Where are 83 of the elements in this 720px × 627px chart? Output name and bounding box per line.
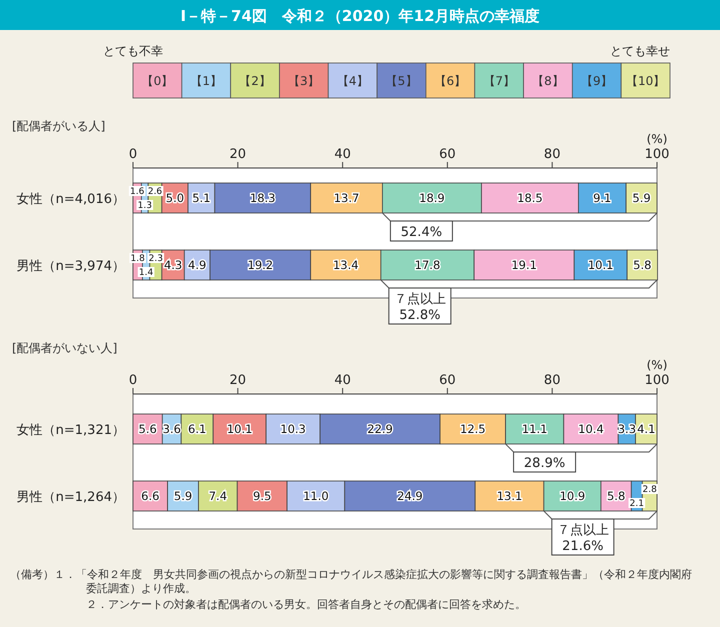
x-tick-label: 80 [544, 147, 560, 162]
data-label: 5.9 [174, 489, 192, 503]
text: 【3】 [288, 74, 320, 88]
data-label: 17.8 [414, 258, 440, 272]
data-label: 6.6 [141, 489, 160, 503]
x-axis-title: (%) [646, 132, 668, 146]
data-label: 10.3 [280, 422, 306, 436]
data-label: 2.1 [630, 499, 644, 509]
data-label: 13.1 [496, 489, 522, 503]
chart-subtitle: [配偶者がいない人] [12, 341, 118, 355]
data-label: 5.1 [192, 191, 211, 205]
text: とても不幸 [103, 44, 163, 58]
data-label: 4.9 [188, 258, 206, 272]
data-label: 12.5 [460, 422, 486, 436]
data-label: 19.2 [248, 258, 274, 272]
text: 【1】 [190, 74, 222, 88]
data-label: 13.7 [334, 191, 360, 205]
y-tick-label: 男性（n=1,264） [16, 490, 125, 505]
text: 【9】 [580, 74, 613, 88]
x-tick-label: 0 [128, 147, 138, 162]
x-tick-label: 40 [334, 147, 351, 162]
x-axis-title: (%) [646, 358, 668, 372]
data-label: 10.1 [226, 422, 252, 436]
text: 【7】 [483, 74, 515, 88]
data-label: 13.4 [332, 258, 359, 272]
data-label: 4.3 [164, 258, 182, 272]
data-label: 2.3 [148, 254, 163, 264]
y-tick-label: 男性（n=3,974） [16, 259, 125, 274]
annotation: ７点以上 21.6% [556, 523, 609, 554]
data-label: 11.0 [303, 489, 329, 503]
x-tick-label: 60 [439, 147, 456, 162]
annotation: 28.9% [524, 456, 566, 471]
data-label: 5.8 [633, 258, 652, 272]
data-label: 18.3 [250, 191, 276, 205]
x-tick-label: 60 [439, 373, 456, 388]
data-label: 24.9 [397, 489, 423, 503]
data-label: 5.9 [632, 191, 651, 205]
data-label: 5.0 [166, 191, 184, 205]
chart-subtitle: [配偶者がいる人] [12, 119, 106, 133]
x-tick-label: 20 [230, 373, 246, 388]
chart-title: Ⅰ－特－74図 令和２（2020）年12月時点の幸福度 [180, 7, 540, 25]
data-label: 19.1 [511, 258, 537, 272]
data-label: 10.9 [560, 489, 586, 503]
data-label: 2.8 [642, 485, 658, 495]
data-label: 9.1 [593, 191, 612, 205]
text: とても幸せ [610, 44, 670, 58]
x-tick-label: 40 [334, 373, 351, 388]
data-label: 5.8 [606, 489, 626, 503]
annotation: 52.4% [400, 225, 442, 240]
x-tick-label: 100 [644, 147, 670, 162]
text: （備考）１．「令和２年度 男女共同参画の視点からの新型コロナウイルス感染症拡大の影響等に関する調査報告書」（令和２年度内閣府委託調査）より作成。 [10, 568, 692, 595]
text: 【10】 [626, 74, 666, 88]
x-tick-label: 100 [644, 373, 670, 388]
data-label: 1.8 [130, 254, 146, 264]
data-label: 1.3 [138, 201, 152, 211]
x-tick-label: 0 [128, 373, 138, 388]
data-label: 1.4 [138, 268, 154, 278]
data-label: 9.5 [253, 489, 272, 503]
data-label: 18.9 [419, 191, 445, 205]
data-label: 6.1 [188, 422, 206, 436]
text: 【2】 [239, 74, 271, 88]
text: 【8】 [532, 74, 564, 88]
data-label: 5.6 [138, 422, 157, 436]
text: ２．アンケートの対象者は配偶者のいる男女。回答者自身とその配偶者に回答を求めた。 [86, 598, 526, 611]
data-label: 11.1 [522, 422, 548, 436]
data-label: 22.9 [367, 422, 393, 436]
data-label: 7.4 [208, 489, 228, 503]
data-label: 4.1 [637, 422, 656, 436]
x-tick-label: 20 [230, 147, 246, 162]
data-label: 3.6 [162, 422, 181, 436]
y-tick-label: 女性（n=4,016） [16, 192, 125, 207]
data-label: 2.6 [148, 187, 162, 197]
annotation: ７点以上 52.8% [394, 292, 446, 323]
text: 【5】 [386, 74, 418, 88]
y-tick-label: 女性（n=1,321） [16, 423, 125, 438]
x-tick-label: 80 [544, 373, 560, 388]
data-label: 10.4 [578, 422, 604, 436]
text: 【0】 [142, 74, 174, 88]
data-label: 1.6 [130, 187, 145, 197]
data-label: 10.1 [588, 258, 614, 272]
text: 【4】 [336, 74, 368, 88]
data-label: 18.5 [517, 191, 543, 205]
text: 【6】 [434, 74, 466, 88]
